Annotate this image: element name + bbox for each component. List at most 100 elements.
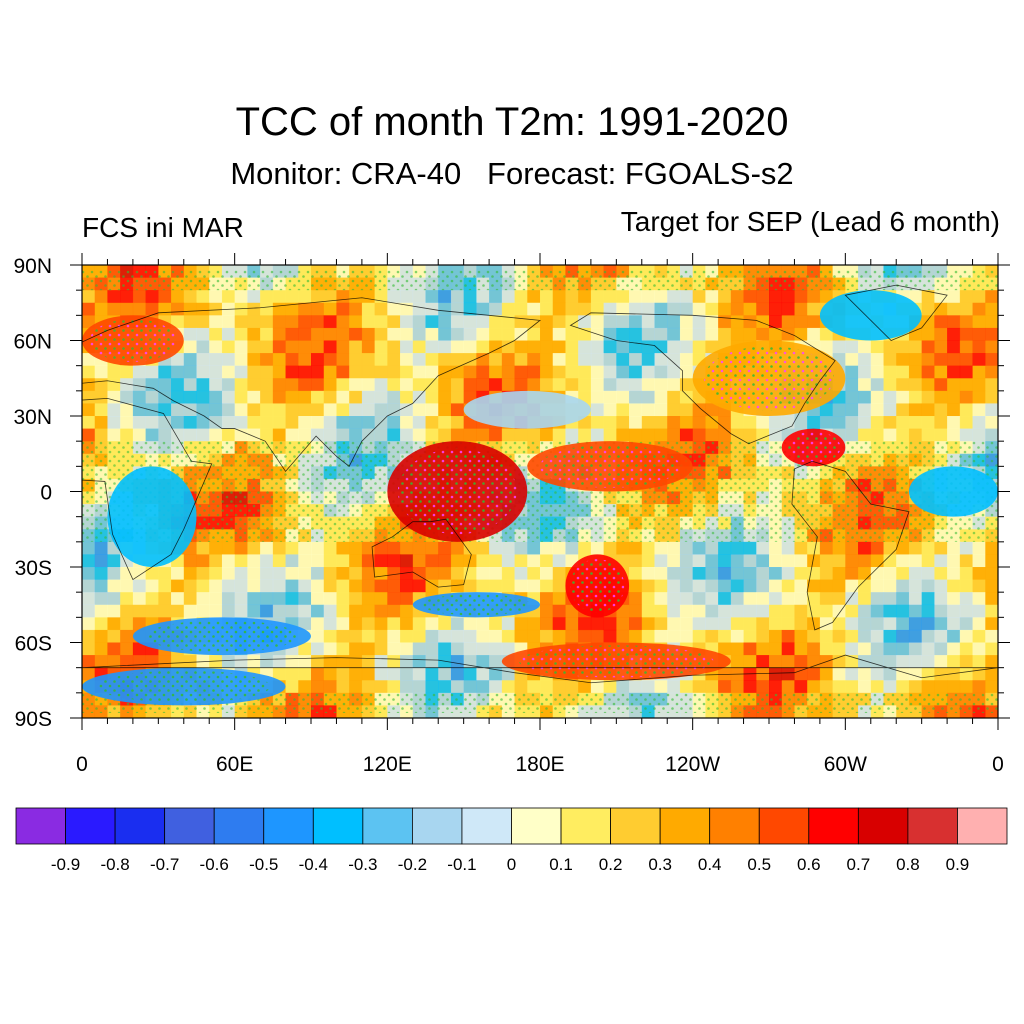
colorbar-label: 0.8 [896,855,920,874]
field-cell [145,592,159,606]
field-cell [489,642,503,656]
field-cell [260,579,274,593]
field-cell [718,541,732,555]
colorbar-swatch [610,807,661,845]
field-cell [450,428,464,442]
field-cell [629,629,643,643]
field-cell [679,554,693,568]
field-cell [412,667,426,681]
field-cell [438,365,452,379]
field-cell [234,365,248,379]
field-cell [921,327,935,341]
field-cell [641,554,655,568]
field-cell [323,390,337,404]
field-cell [387,655,401,668]
field-cell [221,378,235,392]
field-cell [361,327,375,341]
field-cell [718,327,732,341]
field-cell [234,327,248,341]
field-cell [756,655,770,668]
field-cell [896,604,910,618]
field-cell [947,667,961,681]
field-cell [527,617,541,631]
field-cell [387,315,401,329]
field-cell [285,340,299,354]
field-cell [158,290,172,304]
field-cell [641,403,655,417]
field-cell [654,390,668,404]
field-cell [361,340,375,354]
field-cell [679,567,693,580]
field-cell [82,579,96,593]
field-cell [705,340,719,354]
field-cell [145,655,159,668]
field-cell [387,302,401,316]
field-cell [578,302,592,316]
field-cell [311,592,325,606]
colorbar-label: 0.4 [698,855,722,874]
field-cell [132,567,146,580]
europe-asia-outline [82,297,542,473]
x-tick-label: 180E [515,753,564,776]
field-cell [463,629,477,643]
field-cell [400,604,414,618]
field-cell [349,629,363,643]
field-cell [896,416,910,429]
field-cell [603,315,617,329]
field-cell [489,617,503,631]
field-cell [552,592,566,606]
field-cell [400,592,414,606]
field-cell [667,567,681,580]
field-cell [311,617,325,631]
field-cell [845,541,859,555]
x-tick-label: 0 [76,753,88,776]
field-cell [832,617,846,631]
field-cell [501,302,515,316]
field-cell [603,353,617,366]
field-cell [692,428,706,442]
field-cell [985,642,998,656]
field-cell [590,403,604,417]
field-cell [132,642,146,656]
field-cell [450,353,464,366]
field-cell [374,428,388,442]
field-cell [82,315,96,329]
x-tick-label: 60W [824,753,867,776]
field-cell [616,327,630,341]
field-cell [934,315,948,329]
field-cell [756,290,770,304]
field-cell [349,302,363,316]
field-cell [641,365,655,379]
field-cell [781,327,795,341]
field-cell [183,655,197,668]
field-cell [400,579,414,593]
field-cell [730,680,744,694]
field-cell [947,541,961,555]
field-cell [616,541,630,555]
field-cell [183,428,197,442]
field-cell [552,365,566,379]
field-cell [374,642,388,656]
field-cell [260,340,274,354]
field-cell [260,353,274,366]
field-cell [616,416,630,429]
field-cell [107,416,121,429]
field-cell [171,403,185,417]
field-cell [756,667,770,681]
field-cell [349,579,363,593]
field-cell [578,340,592,354]
field-cell [285,353,299,366]
field-cell [311,290,325,304]
field-cell [298,340,312,354]
field-cell [769,327,783,341]
field-cell [794,541,808,555]
field-cell [272,340,286,354]
field-cell [947,340,961,354]
field-cell [82,541,96,555]
field-cell [527,541,541,555]
field-cell [959,365,973,379]
field-cell [145,302,159,316]
field-cell [705,403,719,417]
field-cell [845,680,859,694]
coastlines [82,284,998,684]
